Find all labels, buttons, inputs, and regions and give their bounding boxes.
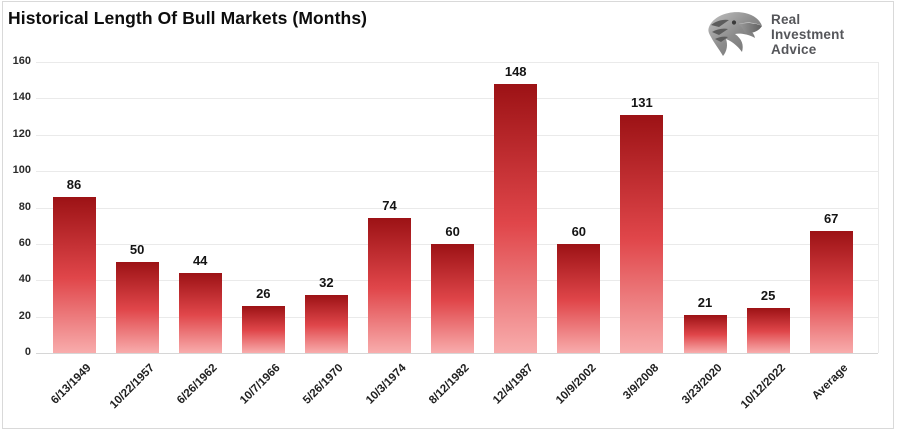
bar (557, 243, 601, 353)
gridline (36, 134, 878, 136)
y-axis-label: 40 (18, 273, 31, 286)
bar (809, 231, 853, 353)
bar-value-label: 50 (129, 242, 145, 258)
bar (178, 272, 222, 353)
bar (115, 262, 159, 353)
gridline (36, 207, 878, 209)
bar-value-label: 25 (760, 287, 776, 303)
bar (683, 314, 727, 353)
y-axis-label: 140 (12, 91, 31, 104)
x-axis-label: 12/4/1987 (490, 362, 536, 407)
y-axis-label: 0 (24, 346, 31, 358)
x-axis-label: Average (810, 362, 851, 403)
x-axis-label: 6/26/1962 (175, 362, 220, 407)
bar (368, 218, 411, 353)
y-axis-label: 160 (12, 55, 31, 67)
bar (304, 294, 348, 353)
x-axis-label: 10/22/1957 (107, 362, 157, 412)
bar (620, 114, 664, 353)
bar-value-label: 74 (382, 198, 397, 214)
bar (241, 305, 285, 353)
logo-line-1: Real (771, 11, 801, 27)
bar-value-label: 148 (504, 63, 527, 79)
y-axis-label: 20 (18, 309, 31, 322)
plot-right-border (878, 62, 879, 353)
bar (494, 83, 538, 353)
y-axis-label: 100 (12, 164, 31, 177)
y-axis-label: 80 (18, 200, 31, 213)
bar (52, 196, 96, 353)
x-axis-label: 5/26/1970 (301, 362, 346, 407)
y-axis-label: 60 (18, 236, 31, 249)
gridline (36, 98, 878, 100)
x-axis-label: 10/7/1966 (238, 362, 283, 407)
bar-value-label: 67 (823, 211, 839, 227)
bar-value-label: 26 (256, 285, 271, 301)
logo-line-2: Investment (771, 26, 845, 42)
x-axis-label: 10/3/1974 (364, 362, 409, 407)
bar-value-label: 86 (66, 176, 82, 192)
x-axis-line (36, 353, 878, 354)
logo-wordmark: Real Investment Advice (771, 12, 844, 57)
gridline (36, 171, 878, 173)
y-axis-label: 120 (12, 127, 31, 140)
logo-line-3: Advice (771, 41, 817, 57)
chart-title: Historical Length Of Bull Markets (Month… (8, 8, 368, 28)
bar (431, 243, 475, 353)
bar-value-label: 60 (445, 223, 460, 239)
bar-value-label: 32 (319, 274, 334, 290)
x-axis-label: 10/12/2022 (738, 362, 788, 412)
bar-value-label: 44 (192, 252, 208, 268)
x-axis-label: 10/9/2002 (553, 362, 599, 407)
x-axis-label: 3/9/2008 (621, 362, 662, 403)
x-axis-label: 3/23/2020 (679, 362, 725, 407)
brand-logo: Real Investment Advice (704, 10, 844, 58)
eagle-icon (708, 12, 762, 56)
gridline (36, 62, 878, 63)
x-axis-label: 8/12/1982 (427, 362, 473, 407)
bar-value-label: 131 (631, 94, 653, 110)
x-axis-label: 6/13/1949 (48, 362, 94, 407)
bar-value-label: 60 (571, 223, 587, 239)
bar (746, 307, 790, 353)
bar-value-label: 21 (697, 294, 713, 310)
